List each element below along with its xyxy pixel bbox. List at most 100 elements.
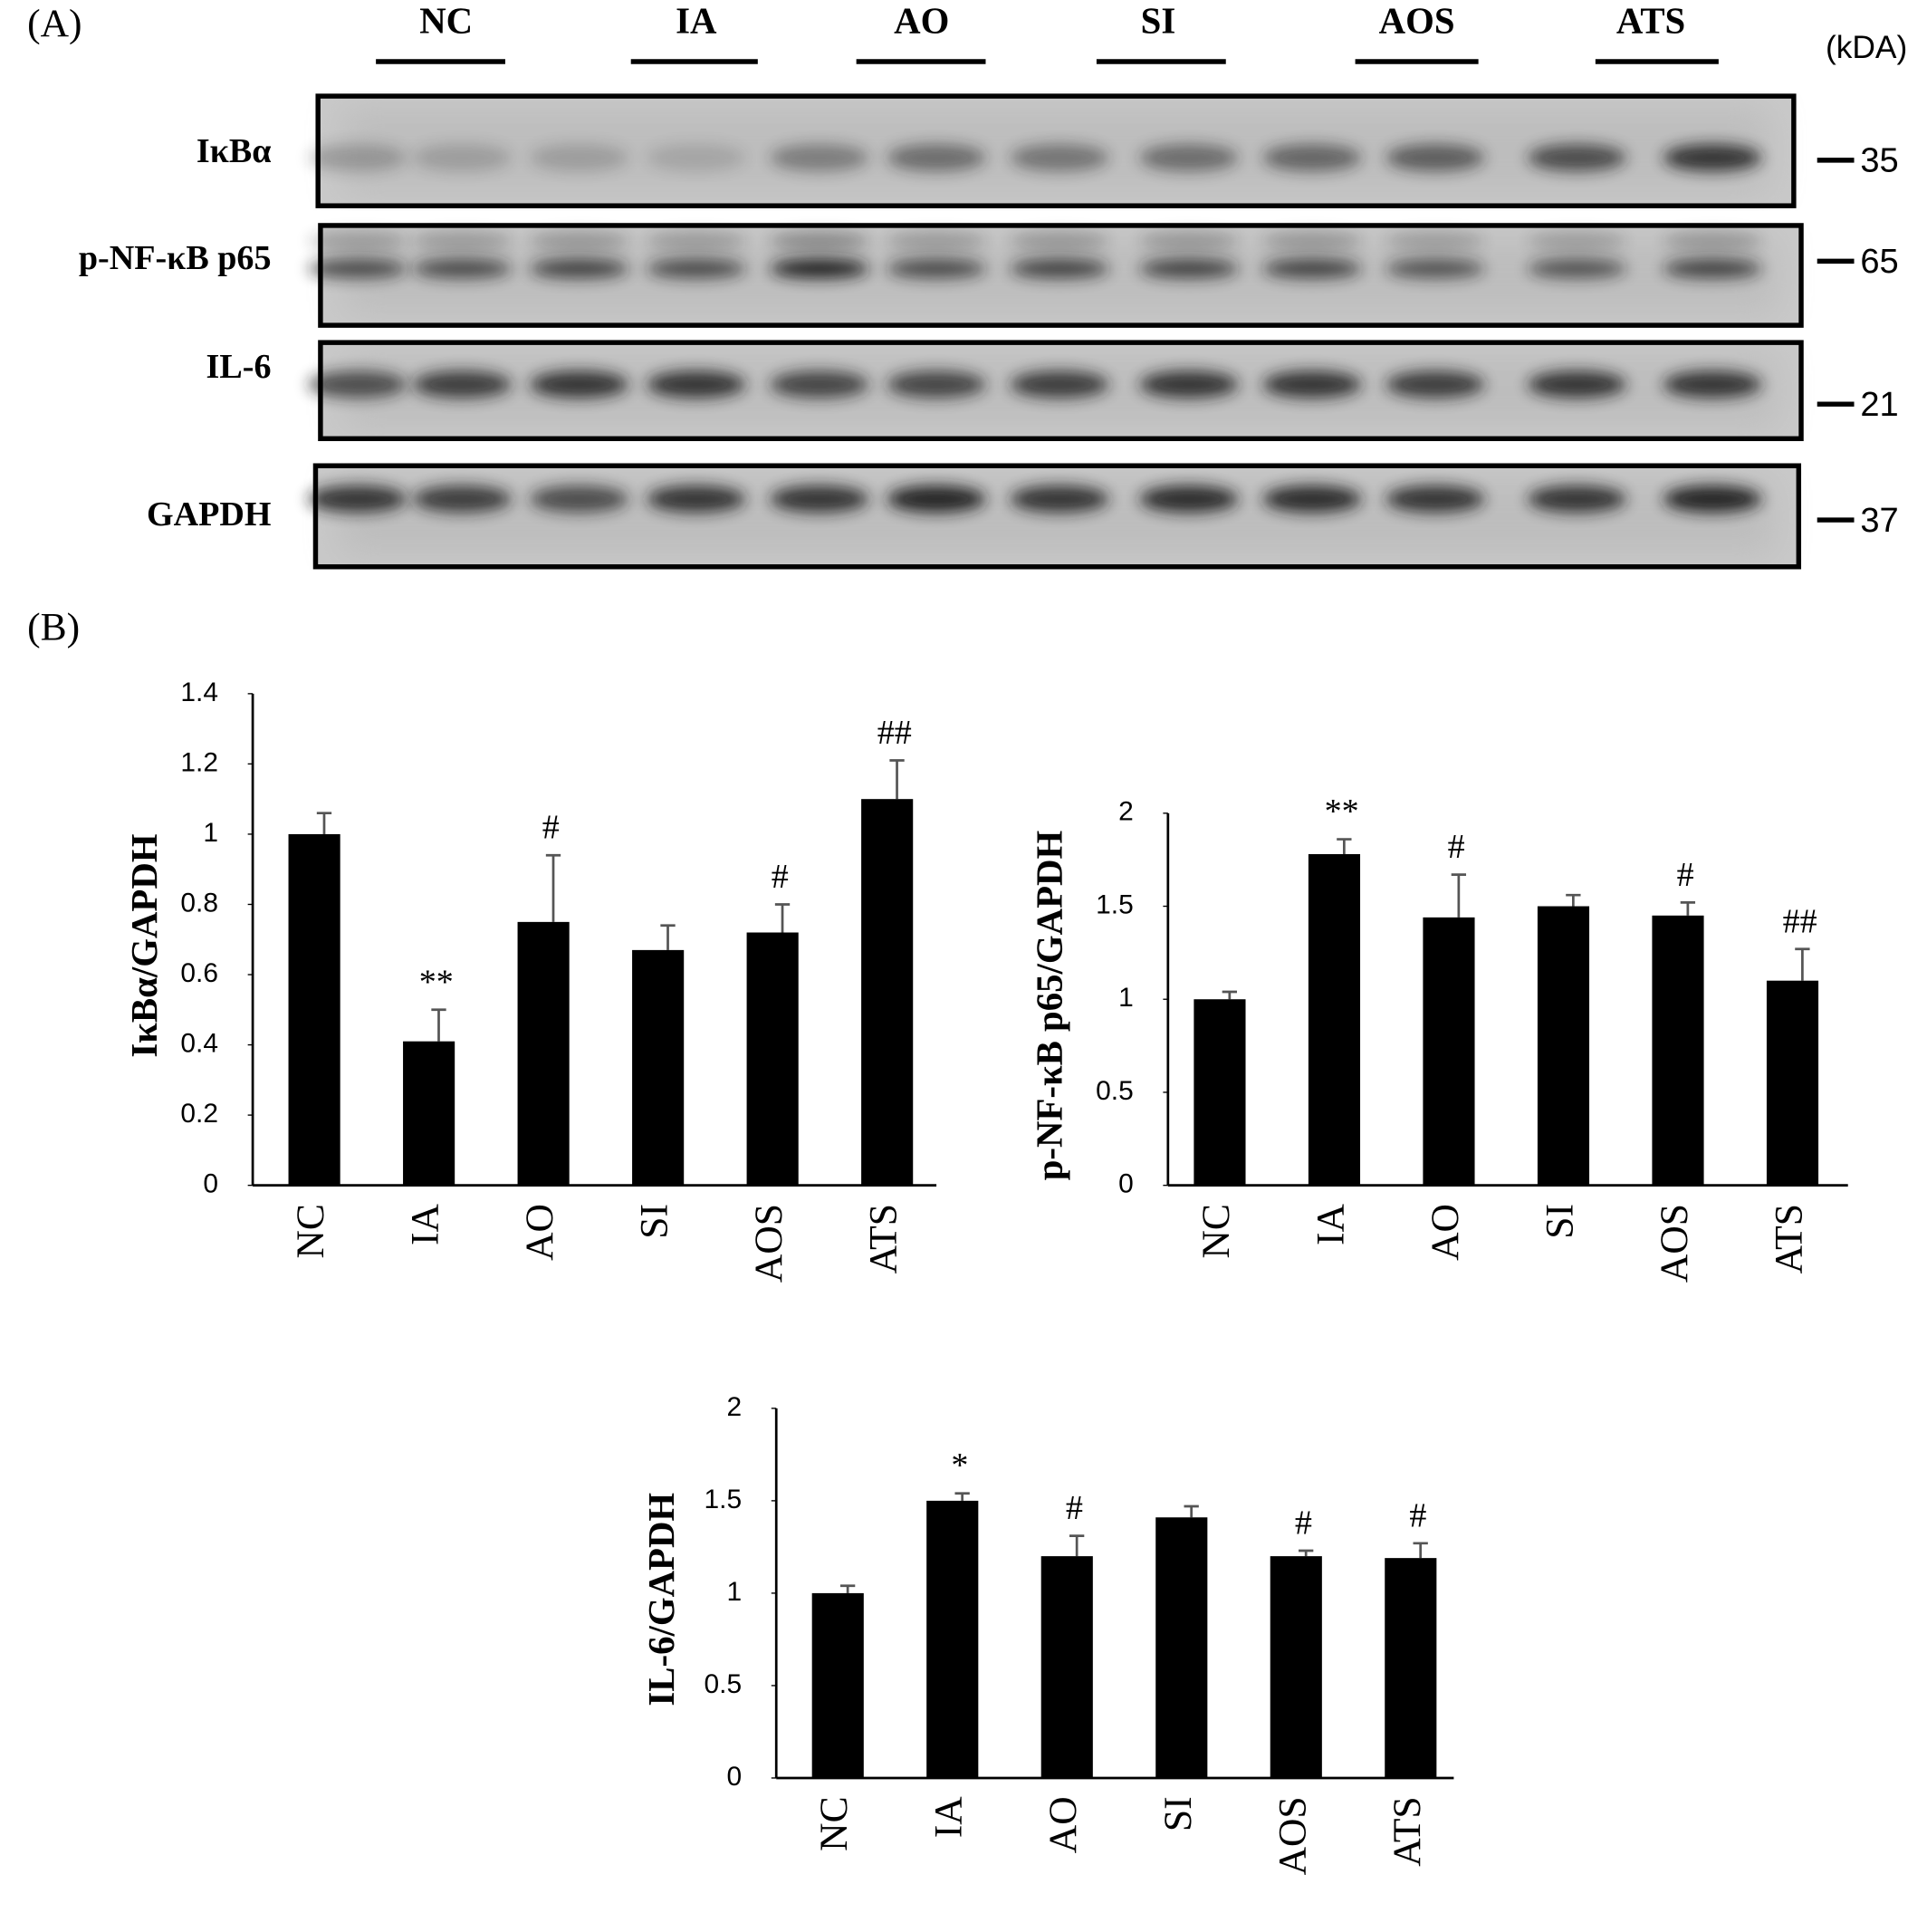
blot-band	[530, 370, 628, 399]
panel-label: (B)	[27, 605, 80, 649]
bar	[1537, 906, 1590, 1186]
significance-label: **	[1325, 793, 1359, 831]
bar	[1155, 1517, 1208, 1778]
blot-band	[1663, 231, 1762, 252]
panel-label: (A)	[27, 2, 81, 45]
blot-band	[1262, 231, 1362, 252]
blot-frame	[318, 223, 1804, 328]
blot-frame	[315, 93, 1797, 208]
x-tick-label: NC	[289, 1204, 332, 1258]
marker-label: 21	[1860, 386, 1898, 424]
y-tick-label: 0.4	[180, 1028, 218, 1058]
significance-label: #	[1677, 856, 1694, 894]
blot-band	[1385, 370, 1485, 399]
blot-band	[1139, 485, 1239, 513]
bar	[1423, 917, 1475, 1186]
bar	[926, 1500, 979, 1778]
y-tick-label: 0	[203, 1169, 218, 1199]
blot-band	[1663, 370, 1762, 399]
x-tick-label: AO	[518, 1204, 561, 1261]
blot-band	[530, 485, 628, 513]
bar	[1040, 1556, 1093, 1778]
blot-band	[1139, 258, 1239, 279]
blot-band	[887, 231, 986, 252]
blot-band	[1010, 144, 1109, 172]
blot-band	[770, 370, 869, 399]
blot-band	[1385, 231, 1485, 252]
blot-band	[1010, 370, 1109, 399]
significance-label: **	[419, 963, 454, 1001]
x-tick-label: AO	[1041, 1796, 1085, 1853]
blot-band	[412, 258, 512, 279]
lane-label: AO	[894, 1, 949, 42]
x-tick-label: SI	[1538, 1204, 1581, 1239]
blot-frame	[318, 340, 1804, 441]
blot-band	[1262, 144, 1362, 172]
blot-band	[1528, 231, 1626, 252]
significance-label: #	[1295, 1504, 1312, 1543]
lane-label: SI	[1141, 1, 1176, 42]
protein-label: IκBα	[197, 132, 272, 170]
blot-band	[1663, 485, 1762, 513]
blot-band	[308, 485, 407, 513]
blot-band	[770, 231, 869, 252]
y-tick-label: 0	[1118, 1169, 1134, 1199]
blot-band	[887, 370, 986, 399]
significance-label: #	[1066, 1489, 1083, 1527]
significance-label: ##	[1783, 902, 1817, 940]
blot-band	[530, 258, 628, 279]
blot-band	[1010, 485, 1109, 513]
significance-label: ##	[877, 714, 912, 752]
lane-label: NC	[419, 1, 473, 42]
y-tick-label: 1.4	[180, 678, 218, 707]
blot-band	[770, 485, 869, 513]
blot-frame	[312, 463, 1802, 570]
protein-label: IL-6	[206, 348, 272, 386]
x-tick-label: AOS	[1270, 1796, 1314, 1875]
blot-band	[530, 231, 628, 252]
marker-label: 65	[1860, 243, 1898, 281]
bar	[517, 921, 570, 1186]
significance-label: #	[1448, 828, 1465, 866]
blot-band	[1528, 370, 1626, 399]
bar	[1766, 980, 1819, 1186]
significance-label: #	[1409, 1496, 1426, 1534]
x-tick-label: AO	[1424, 1204, 1467, 1261]
bar	[811, 1592, 864, 1778]
protein-label: p-NF-κB p65	[79, 239, 272, 277]
blot-band	[647, 258, 746, 279]
blot-band	[412, 231, 512, 252]
blot-band	[770, 258, 869, 279]
blot-band	[887, 144, 986, 172]
bar	[1194, 999, 1246, 1186]
x-tick-label: IA	[404, 1203, 447, 1245]
y-tick-label: 2	[726, 1392, 742, 1422]
y-axis-label: IκBα/GAPDH	[124, 833, 165, 1057]
blot-band	[647, 231, 746, 252]
bar	[746, 932, 799, 1186]
blot-band	[1385, 258, 1485, 279]
y-tick-label: 1.5	[1096, 889, 1134, 919]
y-axis-label: IL-6/GAPDH	[641, 1493, 682, 1706]
blot-band	[412, 485, 512, 513]
protein-label: GAPDH	[147, 495, 272, 533]
blot-band	[1663, 144, 1762, 172]
blot-band	[647, 370, 746, 399]
significance-label: *	[951, 1447, 968, 1485]
y-tick-label: 1	[1118, 983, 1134, 1013]
lane-label: IA	[676, 1, 717, 42]
y-tick-label: 1	[726, 1577, 742, 1607]
blot-band	[308, 370, 407, 399]
bar	[1385, 1558, 1437, 1778]
blot-band	[1139, 370, 1239, 399]
y-axis-label: p-NF-κB p65/GAPDH	[1030, 831, 1070, 1181]
marker-label: 35	[1860, 142, 1898, 180]
blot-band	[887, 485, 986, 513]
y-tick-label: 1	[203, 818, 218, 848]
lane-label: AOS	[1379, 1, 1455, 42]
blot-band	[647, 144, 746, 172]
x-tick-label: NC	[1194, 1204, 1238, 1258]
x-tick-label: AOS	[747, 1204, 791, 1283]
bar	[1308, 854, 1361, 1186]
y-tick-label: 0.2	[180, 1099, 218, 1129]
